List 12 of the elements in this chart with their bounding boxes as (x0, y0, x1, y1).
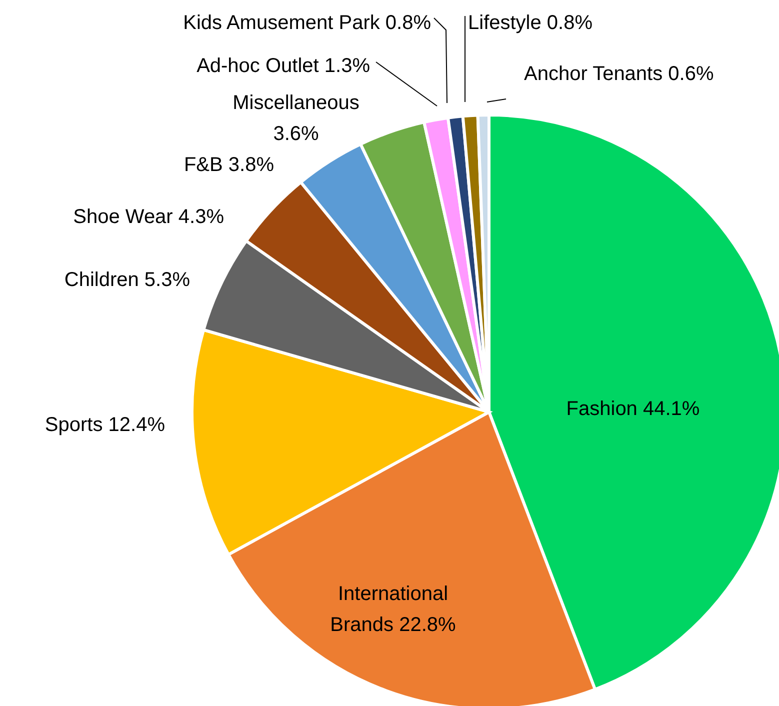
slice-label: Children 5.3% (64, 269, 190, 291)
slice-label: Fashion 44.1% (566, 398, 700, 420)
slice-label: Sports 12.4% (44, 414, 166, 436)
slice-label: F&B 3.8% (184, 154, 274, 176)
data-label: 3.6% (273, 123, 320, 145)
slice-label: Shoe Wear 4.3% (73, 206, 224, 228)
slice-label: International Brands 22.8% (330, 583, 456, 636)
slice-label: Lifestyle 0.8% (468, 12, 593, 34)
slice-label: Kids Amusement Park 0.8% (183, 12, 432, 34)
slice-label: Miscellaneous (232, 92, 360, 114)
slice-label: Anchor Tenants 0.6% (524, 63, 714, 85)
slice-label: Ad-hoc Outlet 1.3% (196, 55, 370, 77)
